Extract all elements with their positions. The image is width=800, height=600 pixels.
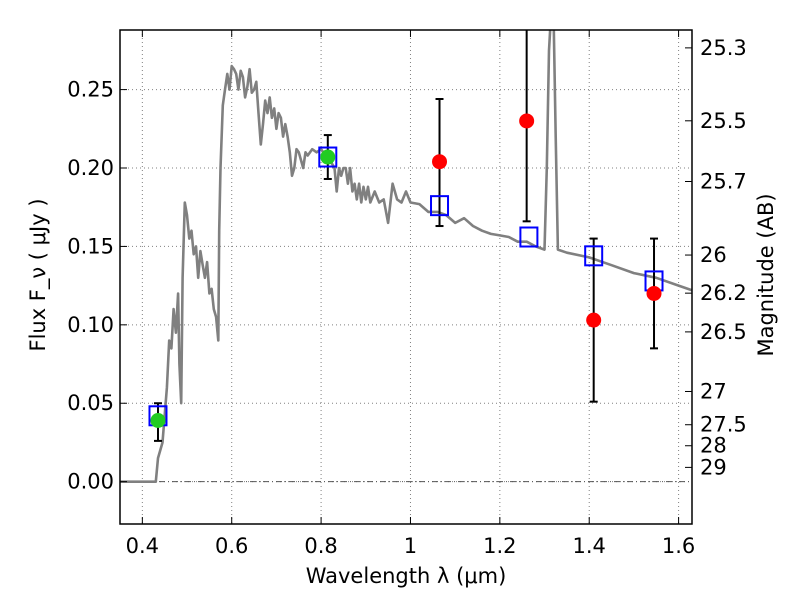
x-tick-label: 1.6	[662, 534, 695, 558]
y-tick-label: 0.20	[67, 156, 114, 180]
magnitude-tick-label: 27	[700, 379, 727, 403]
observed-points	[150, 113, 662, 428]
y-tick-label: 0.05	[67, 391, 114, 415]
y-right-axis-title: Magnitude (AB)	[754, 193, 778, 356]
magnitude-tick-label: 29	[700, 455, 727, 479]
sed-curve	[120, 30, 692, 483]
x-axis-title: Wavelength λ (μm)	[306, 564, 507, 588]
x-tick-label: 1.4	[573, 534, 606, 558]
model-box	[430, 195, 450, 217]
y-tick-label: 0.15	[67, 234, 114, 258]
red-data-point	[586, 312, 602, 328]
magnitude-tick-label: 25.5	[700, 109, 747, 133]
model-box	[519, 226, 539, 248]
plot-frame	[119, 29, 693, 525]
magnitude-tick-label: 26	[700, 243, 727, 267]
magnitude-tick-label: 27.5	[700, 413, 747, 437]
model-box	[318, 146, 338, 168]
model-photometry-boxes	[148, 146, 664, 427]
x-tick-label: 0.4	[126, 534, 159, 558]
axis-ticks	[120, 30, 692, 524]
x-tick-label: 1	[404, 534, 417, 558]
magnitude-tick-label: 25.3	[700, 36, 747, 60]
sed-model-layer	[120, 30, 692, 483]
y-tick-label: 0.10	[67, 313, 114, 337]
model-box	[584, 245, 604, 267]
red-data-point	[519, 113, 535, 129]
x-tick-label: 1.2	[483, 534, 516, 558]
magnitude-tick-label: 26.5	[700, 320, 747, 344]
green-data-point	[320, 149, 336, 165]
magnitude-tick-label: 26.2	[700, 281, 747, 305]
error-bars	[153, 30, 659, 442]
red-data-point	[646, 285, 662, 301]
tick-labels: 0.4 0.6 0.8 1 1.2 1.4 1.6 0.00 0.05 0.10 0.15 0.20 0…	[67, 36, 747, 558]
magnitude-tick-label: 25.7	[700, 169, 747, 193]
y-tick-label: 0.25	[67, 78, 114, 102]
x-tick-label: 0.6	[215, 534, 248, 558]
x-tick-label: 0.8	[304, 534, 337, 558]
green-data-point	[150, 412, 166, 428]
y-tick-label: 0.00	[67, 470, 114, 494]
magnitude-tick-label: 28	[700, 434, 727, 458]
red-data-point	[432, 154, 448, 170]
y-axis-title: Flux F_ν ( μJy )	[26, 198, 51, 351]
